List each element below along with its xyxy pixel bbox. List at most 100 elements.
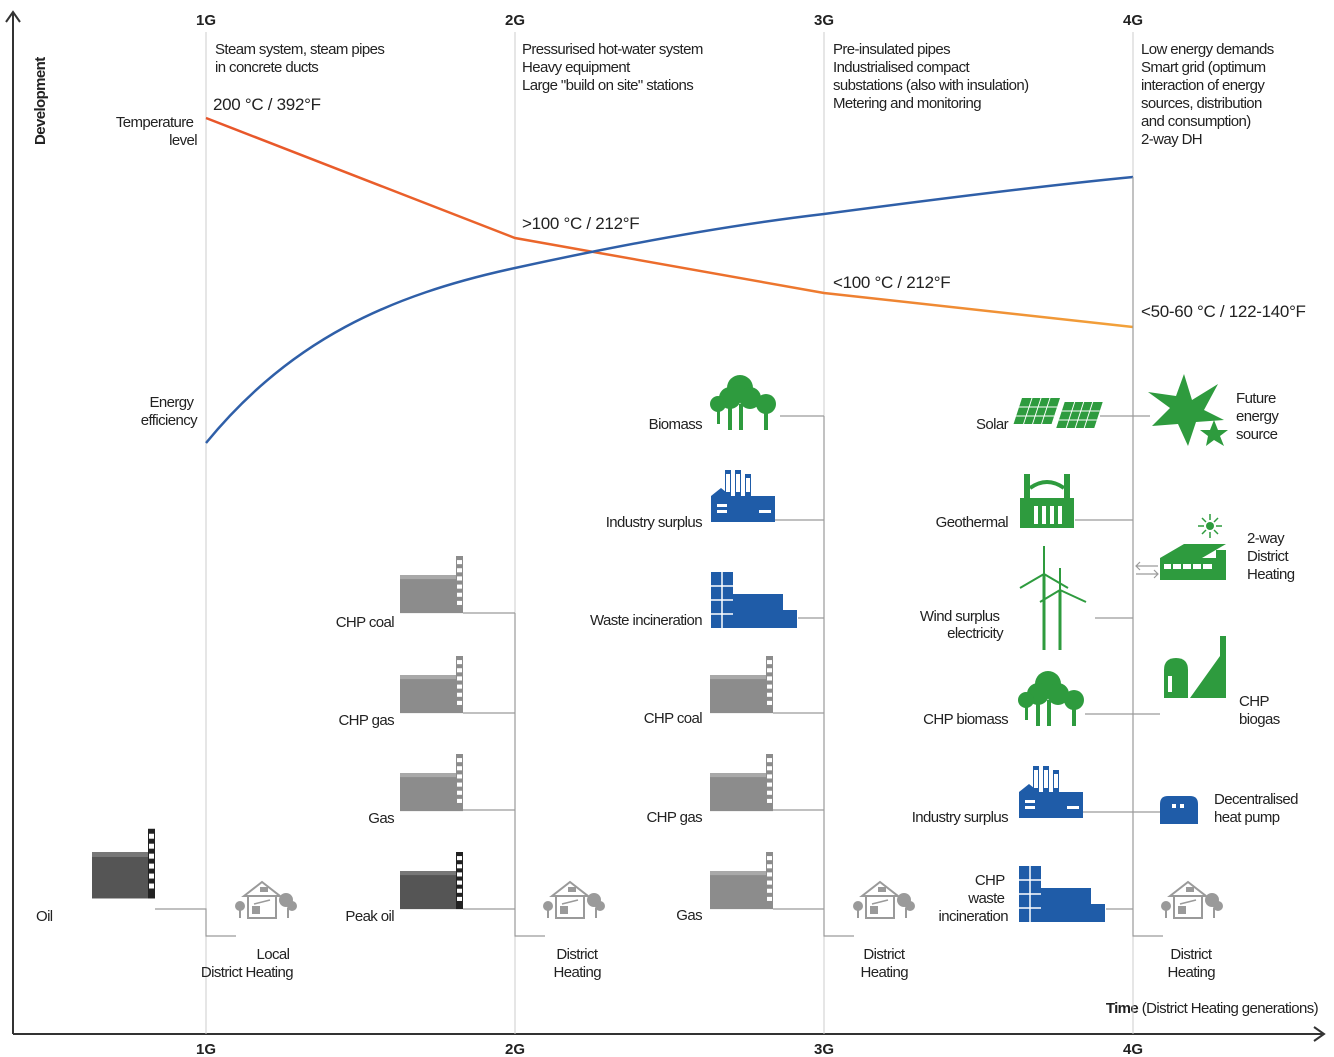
x-axis-arrow-icon <box>1313 1026 1326 1042</box>
y-axis-label: Development <box>32 57 49 145</box>
wind-turbines-icon <box>1018 544 1088 652</box>
note-2g-line: Large "build on site" stations <box>522 77 693 94</box>
solar-panels-icon <box>1011 397 1105 429</box>
x-axis-label-rest: (District Heating generations) <box>1138 1000 1318 1017</box>
gen-label-top-2g: 2G <box>505 12 525 29</box>
chp-coal-plant-icon <box>710 656 773 714</box>
gen-label-bottom-4g: 4G <box>1123 1041 1143 1057</box>
chp-gas-plant-icon <box>710 754 773 812</box>
peak-oil-plant-icon <box>400 852 463 910</box>
future-label-line: source <box>1236 426 1278 443</box>
source-2g-gas: Gas <box>368 754 463 827</box>
source-4g-waste: CHP waste incineration <box>938 865 1106 925</box>
source-3g-chp-coal-label: CHP coal <box>644 710 703 727</box>
biogas-label-line: CHP <box>1239 693 1269 710</box>
temperature-label-line: level <box>169 132 197 149</box>
two-way-label-line: District <box>1247 548 1289 565</box>
efficiency-label-line: efficiency <box>141 412 198 429</box>
waste-label-line: waste <box>967 890 1004 907</box>
temp-point-3g: <100 °C / 212°F <box>833 273 950 292</box>
source-3g-biomass-label: Biomass <box>649 416 702 433</box>
source-3g-waste-label: Waste incineration <box>590 612 702 629</box>
gen-label-top-3g: 3G <box>814 12 834 29</box>
output-4g-line: Heating <box>1167 964 1215 981</box>
note-1g: Steam system, steam pipes in concrete du… <box>215 41 388 76</box>
two-way-label-line: 2-way <box>1247 530 1285 547</box>
connector-3g <box>773 415 854 937</box>
oil-plant-icon <box>92 828 155 899</box>
note-4g-line: interaction of energy <box>1141 77 1265 94</box>
source-4g-waste-label: CHP waste incineration <box>938 872 1008 925</box>
trees-icon <box>1018 671 1084 726</box>
source-3g-waste: Waste incineration <box>590 571 798 629</box>
source-4g-future-label: Future energy source <box>1236 390 1282 443</box>
temperature-level-label: Temperature level <box>116 114 197 149</box>
energy-efficiency-label: Energy efficiency <box>141 394 198 429</box>
x-axis-label-bold: Time <box>1106 1000 1139 1017</box>
note-3g: Pre-insulated pipes Industrialised compa… <box>833 41 1032 112</box>
output-3g-label: District Heating <box>860 946 908 981</box>
source-4g-wind-label: Wind surplus electricity <box>920 608 1004 642</box>
note-4g-line: Low energy demands <box>1141 41 1274 58</box>
source-2g-gas-label: Gas <box>368 810 394 827</box>
source-3g-industry: Industry surplus <box>606 470 775 531</box>
connector-1g <box>155 908 236 937</box>
generation-notes: Steam system, steam pipes in concrete du… <box>215 41 1274 148</box>
output-1g-line: Local <box>257 946 290 963</box>
note-4g-line: 2-way DH <box>1141 131 1202 148</box>
note-3g-line: Pre-insulated pipes <box>833 41 950 58</box>
connector-4g-right <box>1133 415 1160 813</box>
heat-pump-label-line: heat pump <box>1214 809 1280 826</box>
temp-point-4g: <50-60 °C / 122-140°F <box>1141 302 1306 321</box>
source-3g-gas: Gas <box>676 852 773 924</box>
note-1g-line: in concrete ducts <box>215 59 318 76</box>
note-4g-line: Smart grid (optimum <box>1141 59 1266 76</box>
waste-incineration-icon <box>1018 865 1106 923</box>
gen-label-top-1g: 1G <box>196 12 216 29</box>
output-4g-line: District <box>1170 946 1212 963</box>
two-way-arrow-icon <box>1135 561 1159 579</box>
connectors <box>155 177 1163 937</box>
note-4g-line: sources, distribution <box>1141 95 1262 112</box>
two-way-label-line: Heating <box>1247 566 1295 583</box>
efficiency-curve <box>205 175 1134 444</box>
note-2g-line: Pressurised hot-water system <box>522 41 703 58</box>
heat-pump-icon <box>1160 796 1198 824</box>
efficiency-label-line: Energy <box>149 394 194 411</box>
output-4g-label: District Heating <box>1167 946 1215 981</box>
temp-point-1g: 200 °C / 392°F <box>213 95 321 114</box>
x-axis-label: Time (District Heating generations) <box>1106 1000 1319 1017</box>
note-2g: Pressurised hot-water system Heavy equip… <box>522 41 706 94</box>
source-4g-wind: Wind surplus electricity <box>920 544 1088 652</box>
biogas-plant-icon <box>1164 636 1226 698</box>
source-4g-two-way-label: 2-way District Heating <box>1247 530 1295 583</box>
note-2g-line: Heavy equipment <box>522 59 631 76</box>
house-icon <box>542 881 606 919</box>
source-2g-chp-gas-label: CHP gas <box>338 712 394 729</box>
house-icon <box>234 881 298 919</box>
waste-label-line: CHP <box>975 872 1005 889</box>
industry-icon <box>1019 766 1083 818</box>
star-burst-icon <box>1148 374 1228 446</box>
source-4g-two-way: 2-way District Heating <box>1159 513 1295 583</box>
gas-plant-icon <box>710 852 773 910</box>
note-3g-line: substations (also with insulation) <box>833 77 1029 94</box>
source-4g-solar: Solar <box>976 397 1105 433</box>
source-2g-peak-oil-label: Peak oil <box>345 908 394 925</box>
industry-icon <box>711 470 775 522</box>
chp-gas-plant-icon <box>400 656 463 714</box>
source-4g-biogas: CHP biogas <box>1164 636 1280 728</box>
output-2g-line: District <box>556 946 598 963</box>
source-4g-future: Future energy source <box>1148 374 1282 446</box>
house-icon <box>1160 881 1224 919</box>
source-3g-biomass: Biomass <box>649 375 776 433</box>
output-2g-label: District Heating <box>553 946 601 981</box>
gas-plant-icon <box>400 754 463 812</box>
note-1g-line: Steam system, steam pipes <box>215 41 384 58</box>
biogas-label-line: biogas <box>1239 711 1280 728</box>
source-4g-heat-pump-label: Decentralised heat pump <box>1214 791 1302 826</box>
source-oil: Oil <box>36 828 155 925</box>
heat-pump-label-line: Decentralised <box>1214 791 1298 808</box>
source-4g-heat-pump: Decentralised heat pump <box>1160 791 1302 826</box>
source-4g-industry: Industry surplus <box>912 766 1083 826</box>
